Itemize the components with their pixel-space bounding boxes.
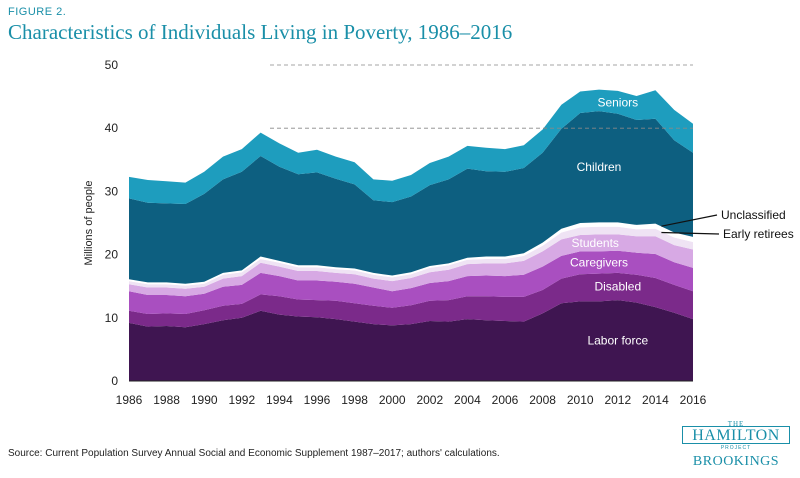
x-tick-label: 2000 xyxy=(379,393,406,407)
series-label-unclassified: Unclassified xyxy=(721,208,786,222)
x-tick-label: 1992 xyxy=(228,393,255,407)
y-tick-label: 40 xyxy=(105,121,119,135)
area-seniors xyxy=(129,89,693,204)
x-tick-label: 1998 xyxy=(341,393,368,407)
x-tick-label: 1988 xyxy=(153,393,180,407)
series-label-early-retirees: Early retirees xyxy=(723,227,794,241)
x-tick-label: 1994 xyxy=(266,393,293,407)
stacked-areas xyxy=(129,89,693,381)
x-tick-label: 2010 xyxy=(567,393,594,407)
x-axis-ticks: 1986 1988 1990 1992 1994 1996 1998 2000 2002 2004… xyxy=(116,393,707,407)
chart: 0 10 20 30 40 50 1986 1988 1990 1992 1994 1996 1998… xyxy=(83,58,794,407)
callout-line-unclassified xyxy=(661,214,718,227)
x-tick-label: 1996 xyxy=(304,393,331,407)
logo-project: PROJECT xyxy=(720,445,752,451)
area-students xyxy=(129,234,693,297)
y-tick-label: 0 xyxy=(111,374,118,388)
x-tick-label: 2016 xyxy=(680,393,707,407)
series-label-seniors: Seniors xyxy=(597,95,638,109)
x-tick-label: 2008 xyxy=(529,393,556,407)
chart-title: Characteristics of Individuals Living in… xyxy=(8,20,513,44)
series-label-labor-force: Labor force xyxy=(587,334,648,348)
y-axis-label: Millions of people xyxy=(83,181,95,266)
hamilton-brookings-logo: THE HAMILTON PROJECT BROOKINGS xyxy=(682,420,794,476)
x-tick-label: 1986 xyxy=(116,393,143,407)
source-note: Source: Current Population Survey Annual… xyxy=(8,448,500,459)
callout-lines: Unclassified Early retirees xyxy=(661,208,794,241)
x-tick-label: 2006 xyxy=(492,393,519,407)
logo-brookings: BROOKINGS xyxy=(692,454,780,469)
x-tick-label: 1990 xyxy=(191,393,218,407)
area-children xyxy=(129,111,693,284)
y-tick-label: 20 xyxy=(105,248,119,262)
area-disabled xyxy=(129,272,693,328)
series-label-students: Students xyxy=(572,236,619,250)
y-axis-ticks: 0 10 20 30 40 50 xyxy=(105,58,119,388)
figure-label: FIGURE 2. xyxy=(8,6,67,18)
callout-line-early-retirees xyxy=(661,231,720,235)
series-label-children: Children xyxy=(577,160,622,174)
series-label-disabled: Disabled xyxy=(594,280,641,294)
y-tick-label: 10 xyxy=(105,311,119,325)
x-tick-label: 2002 xyxy=(416,393,443,407)
area-caregivers xyxy=(129,250,693,314)
logo-the: THE xyxy=(727,420,745,428)
series-label-caregivers: Caregivers xyxy=(570,256,628,270)
area-unclassified xyxy=(129,222,693,286)
y-tick-label: 30 xyxy=(105,184,119,198)
y-tick-label: 50 xyxy=(105,58,119,72)
series-labels: Labor force Disabled Caregivers Students Chi… xyxy=(570,95,648,347)
area-labor-force xyxy=(129,300,693,381)
logo-hamilton: HAMILTON xyxy=(682,426,790,444)
gridlines xyxy=(270,64,693,129)
x-tick-label: 2012 xyxy=(604,393,631,407)
x-tick-label: 2004 xyxy=(454,393,481,407)
area-early-retirees xyxy=(129,226,693,289)
x-tick-label: 2014 xyxy=(642,393,669,407)
